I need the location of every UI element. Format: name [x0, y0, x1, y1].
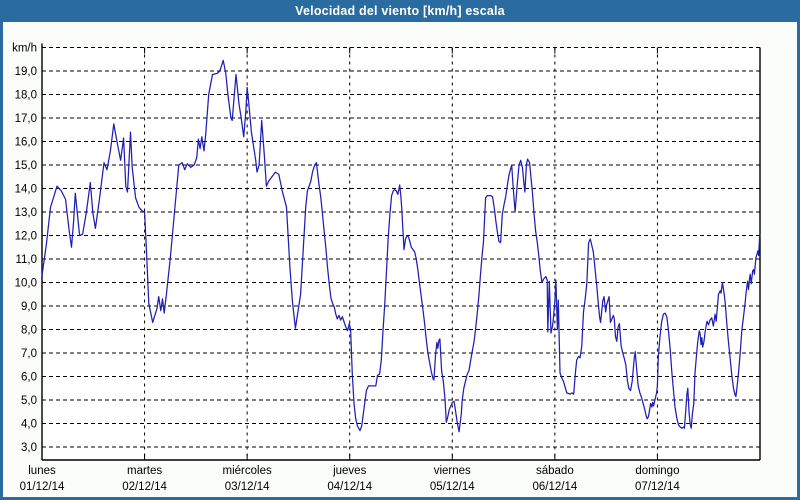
- day-name-label: jueves: [332, 465, 366, 477]
- y-tick-label: 11,0: [15, 254, 37, 266]
- y-tick-label: 12,0: [15, 231, 37, 243]
- y-tick-label: 7,0: [21, 348, 37, 360]
- day-name-label: viernes: [434, 465, 471, 477]
- day-date-label: 03/12/14: [225, 481, 270, 493]
- day-date-label: 04/12/14: [327, 481, 372, 493]
- y-tick-label: 9,0: [21, 301, 37, 313]
- y-tick-label: 17,0: [15, 113, 37, 125]
- day-name-label: martes: [127, 465, 162, 477]
- wind-speed-chart: km/h 19,0 18,0 17,0 16,0 15,0 14,0 13,0 12,0 11,0…: [12, 43, 761, 493]
- y-tick-label: 16,0: [15, 137, 37, 149]
- y-tick-label: 6,0: [21, 372, 37, 384]
- y-tick-label: 13,0: [15, 207, 37, 219]
- day-date-label: 02/12/14: [122, 481, 167, 493]
- y-tick-label: 5,0: [21, 395, 37, 407]
- y-tick-label: 4,0: [21, 419, 37, 431]
- day-name-label: lunes: [28, 465, 56, 477]
- plot-area: [42, 47, 760, 460]
- chart-title-bar: Velocidad del viento [km/h] escala: [0, 0, 800, 22]
- y-tick-label: 3,0: [21, 442, 37, 454]
- y-tick-label: 19,0: [15, 66, 37, 78]
- y-tick-label: 18,0: [15, 90, 37, 102]
- day-name-label: sábado: [536, 465, 574, 477]
- day-date-label: 01/12/14: [20, 481, 65, 493]
- day-date-label: 07/12/14: [635, 481, 680, 493]
- day-name-label: miércoles: [223, 465, 272, 477]
- day-date-label: 05/12/14: [430, 481, 475, 493]
- y-axis-unit-label: km/h: [12, 43, 37, 55]
- day-date-label: 06/12/14: [532, 481, 577, 493]
- wind-speed-series-line: [41, 59, 761, 433]
- y-tick-label: 15,0: [15, 160, 37, 172]
- y-tick-label: 14,0: [15, 184, 37, 196]
- y-tick-label: 8,0: [21, 325, 37, 337]
- chart-title: Velocidad del viento [km/h] escala: [295, 4, 505, 18]
- day-name-label: domingo: [635, 465, 679, 477]
- y-tick-label: 10,0: [15, 278, 37, 290]
